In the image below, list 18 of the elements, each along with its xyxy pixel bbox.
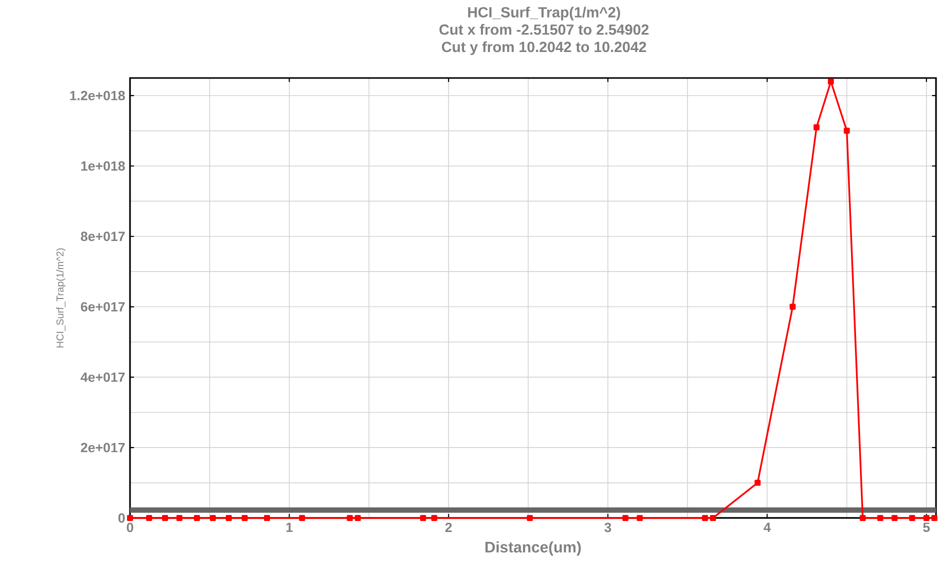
x-axis-title: Distance(um) xyxy=(485,541,581,556)
y-tick-label: 2e+017 xyxy=(80,442,125,452)
y-tick-label: 8e+017 xyxy=(80,232,125,242)
x-tick-label: 4 xyxy=(764,522,771,532)
x-tick-label: 2 xyxy=(445,522,452,532)
x-tick-label: 1 xyxy=(286,522,293,532)
y-axis-title: HCI_Surf_Trap(1/m^2) xyxy=(56,248,66,348)
y-tick-label: 4e+017 xyxy=(80,372,125,382)
chart-title: HCI_Surf_Trap(1/m^2) xyxy=(468,6,620,20)
y-tick-label: 1.2e+018 xyxy=(70,90,125,100)
y-tick-label: 0 xyxy=(118,513,125,523)
x-tick-label: 0 xyxy=(126,522,134,532)
text: Cut y from 10.2042 to 10.2042 xyxy=(442,41,646,56)
chart-subtitle: Cut x from -2.51507 to 2.54902 xyxy=(439,24,649,35)
y-tick-label: 6e+017 xyxy=(80,302,125,312)
y-tick-label: 1e+018 xyxy=(81,161,125,171)
x-tick-label: 5 xyxy=(923,522,930,532)
x-tick-label: 3 xyxy=(604,522,612,532)
